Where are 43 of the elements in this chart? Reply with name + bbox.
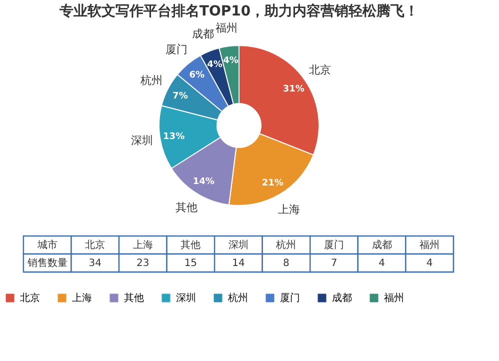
category-label: 深圳: [228, 239, 248, 251]
data-label: 21%: [262, 178, 284, 188]
legend-label: 福州: [384, 292, 404, 304]
slice-label: 其他: [175, 201, 198, 214]
slice-label: 福州: [216, 21, 238, 34]
category-label: 上海: [132, 239, 153, 251]
slice-label: 厦门: [166, 42, 188, 56]
legend-label: 北京: [20, 292, 40, 304]
data-label: 31%: [282, 84, 304, 94]
data-label: 13%: [163, 132, 185, 142]
slice-label: 深圳: [131, 134, 154, 147]
category-label: 其他: [180, 239, 201, 251]
category-label: 厦门: [324, 239, 344, 251]
data-label: 8: [283, 258, 290, 269]
text: 销售数量: [26, 257, 68, 269]
category-label: 成都: [372, 239, 392, 251]
legend-label: 成都: [332, 292, 352, 304]
slice-label: 北京: [309, 63, 332, 76]
legend-label: 其他: [124, 292, 144, 304]
data-label: 4: [426, 258, 433, 269]
category-label: 福州: [420, 239, 440, 251]
data-label: 4: [378, 258, 385, 269]
data-label: 4%: [207, 60, 222, 70]
slice-label: 上海: [278, 202, 300, 216]
data-label: 34: [88, 258, 102, 269]
chart-title: 专业软文写作平台排名TOP10，助力内容营销轻松腾飞！: [58, 2, 419, 20]
data-label: 4%: [223, 56, 238, 66]
data-label: 6%: [189, 70, 205, 81]
data-label: 7: [330, 258, 338, 269]
legend-label: 上海: [72, 292, 92, 304]
data-label: 14%: [192, 177, 214, 188]
data-label: 7%: [172, 92, 188, 102]
text: 城市: [36, 239, 58, 251]
category-label: 杭州: [275, 239, 296, 251]
legend-label: 杭州: [227, 292, 248, 304]
data-label: 23: [136, 258, 150, 269]
legend-label: 深圳: [176, 292, 196, 304]
slice-label: 成都: [192, 27, 214, 40]
data-label: 15: [184, 258, 198, 269]
legend-label: 厦门: [280, 292, 300, 304]
slice-label: 杭州: [140, 74, 163, 88]
category-label: 北京: [85, 239, 106, 251]
data-label: 14: [232, 258, 245, 269]
